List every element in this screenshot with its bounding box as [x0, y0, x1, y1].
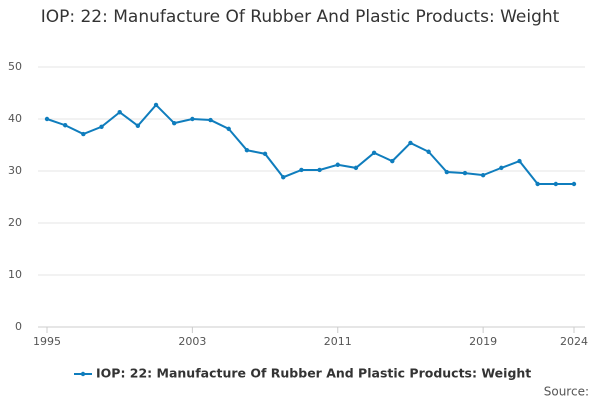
- chart-title: IOP: 22: Manufacture Of Rubber And Plast…: [40, 7, 560, 27]
- y-tick-label: 30: [8, 164, 22, 177]
- point: [172, 120, 177, 126]
- point: [499, 165, 504, 171]
- x-tick-label: 2003: [178, 335, 206, 348]
- x-tick-label: 1995: [33, 335, 61, 348]
- point: [335, 162, 340, 167]
- line: [46, 103, 574, 185]
- y-tick-label: 20: [8, 216, 22, 229]
- point: [299, 167, 304, 173]
- point: [208, 117, 213, 123]
- point: [99, 124, 104, 129]
- point: [135, 123, 141, 128]
- point: [462, 170, 468, 176]
- point: [426, 149, 431, 154]
- point: [480, 172, 486, 178]
- y-tick-label: 40: [8, 112, 22, 125]
- point: [81, 131, 86, 137]
- point: [408, 140, 413, 146]
- point: [444, 169, 449, 175]
- point: [317, 167, 322, 173]
- point: [371, 150, 377, 155]
- point: [62, 123, 68, 128]
- point: [571, 181, 577, 187]
- point: [190, 116, 195, 122]
- point: [226, 126, 231, 132]
- point: [553, 181, 559, 187]
- x-tick-label: 2024: [560, 335, 588, 348]
- y-tick-label: 50: [8, 60, 22, 73]
- y-tick-label: 10: [8, 268, 22, 281]
- point: [117, 110, 122, 115]
- point: [262, 151, 268, 157]
- legend-label: IOP: 22: Manufacture Of Rubber And Plast…: [96, 366, 531, 381]
- point: [353, 165, 359, 171]
- x-tick-label: 2019: [469, 335, 497, 348]
- point: [244, 148, 250, 153]
- point: [535, 181, 540, 187]
- x-tick-label: 2011: [324, 335, 352, 348]
- point: [281, 175, 286, 180]
- point: [153, 102, 159, 108]
- legend-marker: [80, 371, 86, 377]
- point: [390, 158, 395, 164]
- point: [44, 116, 50, 122]
- source: Source:: [544, 385, 589, 399]
- point: [517, 158, 522, 164]
- y-tick-label: 0: [15, 320, 22, 333]
